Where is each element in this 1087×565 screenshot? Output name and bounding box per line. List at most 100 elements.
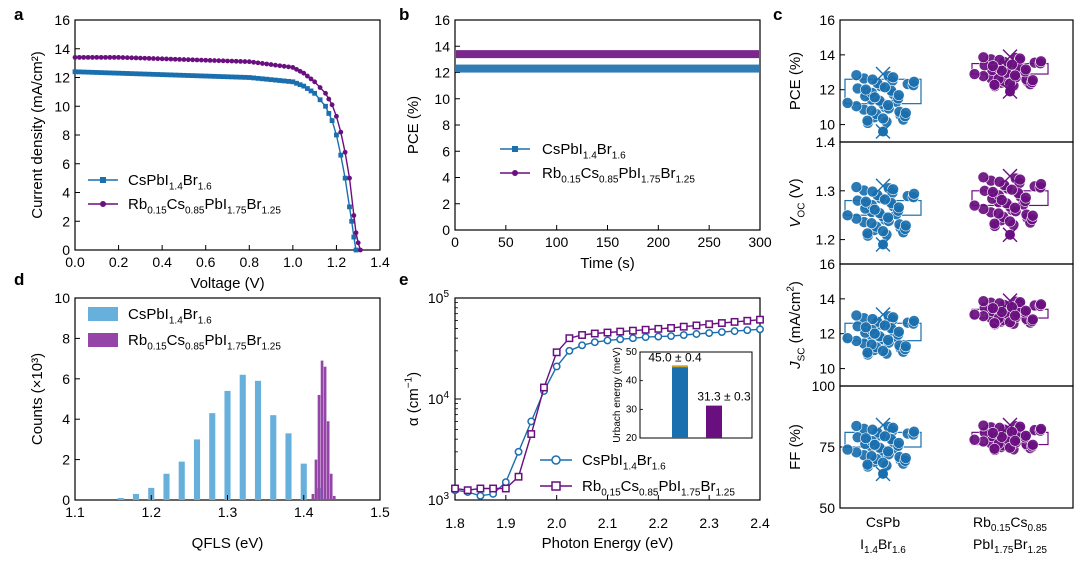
jv-data-point — [281, 63, 287, 69]
stats-category-label: PbI1.75​Br1.25​ — [973, 536, 1047, 556]
inset-bar — [672, 366, 688, 438]
absorption-data-point — [743, 316, 752, 325]
stats-outlier-cross — [875, 466, 891, 482]
stats-y-tick-label: 10 — [819, 117, 835, 133]
inset-y-axis-label: Urbach energy (meV) — [612, 347, 623, 443]
stats-data-point — [860, 195, 872, 208]
stats-data-point — [1027, 209, 1039, 222]
pce-y-tick-label: 4 — [442, 170, 450, 186]
qfls-histogram-bar — [314, 459, 318, 500]
jv-data-point — [342, 175, 348, 181]
jv-data-point — [349, 218, 355, 224]
absorption-x-tick-label: 2.0 — [547, 515, 567, 531]
stats-data-point — [1027, 439, 1039, 451]
jv-data-point — [185, 57, 191, 63]
stats-data-point — [988, 442, 1001, 455]
jv-y-tick-label: 4 — [62, 185, 70, 201]
stats-data-point — [1004, 215, 1016, 228]
jv-data-point — [151, 56, 156, 61]
jv-data-point — [312, 79, 318, 85]
stats-y-axis-label: PCE (%) — [787, 52, 804, 110]
jv-data-point — [246, 59, 252, 65]
jv-data-point — [338, 152, 344, 158]
absorption-data-point — [756, 325, 764, 334]
absorption-data-point — [590, 338, 599, 347]
jv-data-point — [216, 58, 222, 64]
pce-y-tick-label: 16 — [434, 12, 450, 28]
stats-data-point — [1009, 435, 1021, 447]
jv-data-point — [251, 59, 257, 65]
stats-max-cross — [875, 178, 891, 194]
jv-data-point — [90, 69, 95, 75]
pce-x-tick-label: 50 — [498, 234, 514, 250]
pce-x-tick-label: 0 — [451, 234, 459, 250]
stats-data-point — [1035, 423, 1047, 435]
absorption-data-point — [578, 341, 587, 350]
jv-data-point — [268, 77, 274, 83]
qfls-x-tick-label: 1.2 — [142, 504, 162, 520]
pce-x-tick-label: 100 — [545, 234, 569, 250]
jv-data-point — [159, 72, 165, 78]
absorption-y-tick-label: 103​ — [428, 491, 450, 508]
stats-data-point — [893, 326, 905, 338]
qfls-histogram-bar — [326, 421, 330, 500]
stats-data-point — [968, 199, 981, 212]
stats-y-tick-label: 1.4 — [816, 134, 836, 150]
jv-data-point — [259, 61, 265, 66]
absorption-data-point — [667, 332, 675, 341]
jv-data-point — [194, 73, 200, 79]
absorption-data-point — [667, 324, 675, 332]
jv-x-tick-label: 0.8 — [240, 254, 260, 270]
absorption-x-tick-label: 2.3 — [699, 515, 719, 531]
qfls-histogram-bar — [178, 461, 185, 500]
jv-data-point — [198, 73, 204, 79]
jv-data-point — [103, 70, 108, 76]
pce-legend-label: Rb0.15​Cs0.85​PbI1.75​Br1.25​ — [542, 165, 695, 186]
stats-data-point — [882, 334, 894, 346]
stats-y-tick-label: 100 — [812, 378, 836, 394]
stats-data-point — [882, 445, 894, 458]
jv-data-point — [268, 62, 274, 67]
jv-x-tick-label: 1.0 — [283, 254, 303, 270]
stats-data-point — [850, 69, 863, 81]
absorption-data-point — [489, 484, 498, 493]
qfls-x-tick-label: 1.1 — [65, 504, 85, 520]
jv-data-point — [85, 54, 91, 60]
jv-y-tick-label: 10 — [54, 98, 70, 114]
stats-data-point — [841, 332, 854, 344]
jv-data-point — [317, 85, 323, 90]
qfls-x-tick-label: 1.5 — [370, 504, 390, 520]
pce-legend-label: CsPbI1.4​Br1.6​ — [542, 141, 626, 162]
jv-data-point — [294, 80, 299, 86]
qfls-x-axis-label: QFLS (eV) — [192, 535, 264, 552]
stats-data-point — [893, 437, 905, 449]
stats-data-point — [850, 420, 863, 432]
pce-y-tick-label: 6 — [442, 143, 450, 159]
jv-data-point — [203, 73, 209, 79]
jv-legend-label: Rb0.15​Cs0.85​PbI1.75​Br1.25​ — [128, 196, 281, 217]
jv-data-point — [146, 55, 152, 61]
stats-data-point — [899, 219, 912, 232]
jv-data-point — [323, 103, 328, 109]
jv-data-point — [151, 71, 156, 77]
jv-data-point — [164, 56, 169, 62]
stats-data-point — [879, 319, 891, 332]
stats-y-tick-label: 1.3 — [816, 183, 836, 199]
inset-bar-value-label: 45.0 ± 0.4 — [648, 350, 702, 364]
jv-y-tick-label: 12 — [54, 70, 70, 86]
jv-data-point — [286, 78, 291, 84]
qfls-histogram-bar — [163, 473, 170, 500]
pce-x-axis-label: Time (s) — [580, 255, 634, 272]
jv-data-point — [129, 71, 135, 77]
jv-data-point — [181, 72, 187, 78]
jv-data-point — [98, 54, 104, 60]
stats-max-cross — [875, 66, 891, 82]
absorption-data-point — [641, 333, 650, 342]
jv-x-tick-label: 0.2 — [109, 254, 129, 270]
jv-data-point — [81, 54, 87, 60]
stats-data-point — [988, 217, 1001, 230]
absorption-legend-marker — [551, 455, 561, 465]
jv-data-point — [342, 149, 348, 155]
stats-data-point — [1020, 191, 1032, 204]
jv-data-point — [194, 57, 200, 63]
